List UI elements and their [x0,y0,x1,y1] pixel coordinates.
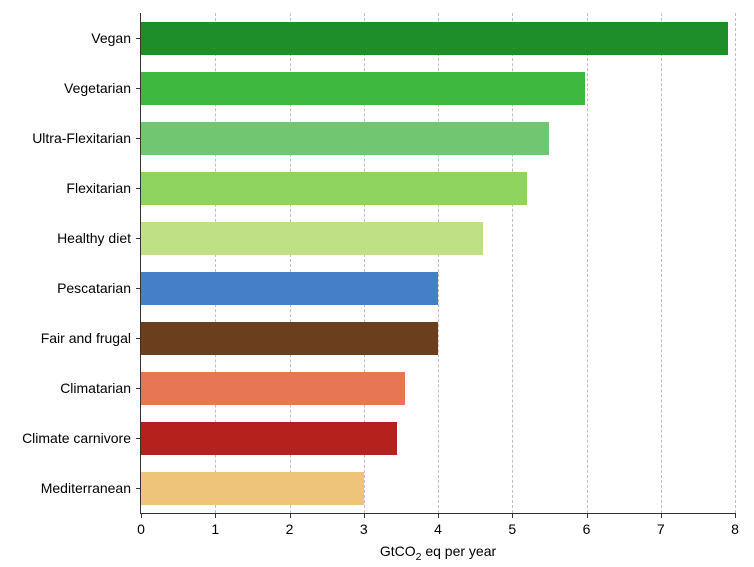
gridline [661,13,662,513]
y-tick [136,288,141,289]
plot-area: 012345678VeganVegetarianUltra-Flexitaria… [140,13,735,514]
y-tick-label: Fair and frugal [41,330,131,346]
x-axis-title: GtCO2 eq per year [380,543,496,563]
bar [141,122,549,155]
x-tick-label: 5 [508,521,516,537]
y-tick [136,138,141,139]
bar [141,72,585,105]
x-tick [735,513,736,518]
x-tick-label: 1 [211,521,219,537]
x-tick-label: 0 [137,521,145,537]
y-tick-label: Flexitarian [66,180,131,196]
y-tick-label: Vegetarian [64,80,131,96]
x-tick-label: 6 [583,521,591,537]
y-tick [136,388,141,389]
x-tick [587,513,588,518]
y-tick-label: Climate carnivore [22,430,131,446]
bar [141,172,527,205]
x-tick [438,513,439,518]
x-tick-label: 2 [286,521,294,537]
y-tick [136,38,141,39]
x-tick [215,513,216,518]
y-tick-label: Healthy diet [57,230,131,246]
x-tick-label: 4 [434,521,442,537]
x-tick [141,513,142,518]
diet-emissions-chart: 0 1 2 3 4 5 6 7 8 Vegan Vegetarian Ultra-Flexitaria… [0,0,754,567]
bar [141,322,438,355]
bar [141,422,397,455]
y-tick [136,438,141,439]
x-tick-label: 7 [657,521,665,537]
x-tick-label: 8 [731,521,739,537]
y-tick-label: Climatarian [60,380,131,396]
y-tick-label: Pescatarian [57,280,131,296]
y-tick [136,238,141,239]
y-tick [136,188,141,189]
x-tick [661,513,662,518]
bar [141,372,405,405]
y-tick [136,488,141,489]
gridline [735,13,736,513]
y-tick-label: Vegan [91,30,131,46]
x-tick [512,513,513,518]
bar [141,272,438,305]
x-tick-label: 3 [360,521,368,537]
x-tick [290,513,291,518]
gridline [587,13,588,513]
y-tick [136,338,141,339]
x-tick [364,513,365,518]
bar [141,222,483,255]
y-tick [136,88,141,89]
y-tick-label: Mediterranean [41,480,131,496]
bar [141,22,728,55]
y-tick-label: Ultra-Flexitarian [32,130,131,146]
bar [141,472,364,505]
